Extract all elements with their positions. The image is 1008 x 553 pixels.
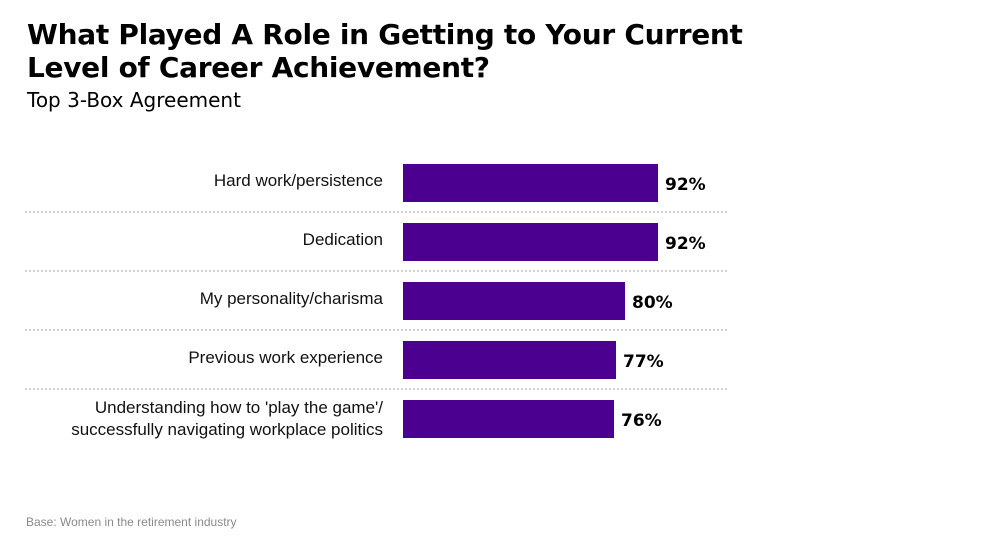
value-label: 92% (665, 234, 706, 254)
base-note: Base: Women in the retirement industry (26, 515, 237, 529)
bar (403, 282, 625, 320)
chart-title: What Played A Role in Getting to Your Cu… (27, 18, 743, 84)
category-label: Understanding how to 'play the game'/suc… (71, 398, 383, 439)
category-label: Hard work/persistence (213, 171, 383, 190)
bar (403, 223, 658, 261)
chart-subtitle: Top 3-Box Agreement (27, 88, 241, 112)
value-label: 76% (621, 411, 662, 431)
bar (403, 341, 616, 379)
row-separator (25, 211, 727, 213)
row-separator (25, 270, 727, 272)
bar (403, 400, 614, 438)
category-label: My personality/charisma (199, 289, 383, 308)
row-separator (25, 329, 727, 331)
category-label: Previous work experience (188, 348, 383, 367)
bar (403, 164, 658, 202)
category-label: Dedication (302, 230, 383, 249)
row-separator (25, 388, 727, 390)
value-label: 77% (623, 352, 664, 372)
value-label: 92% (665, 175, 706, 195)
value-label: 80% (632, 293, 673, 313)
